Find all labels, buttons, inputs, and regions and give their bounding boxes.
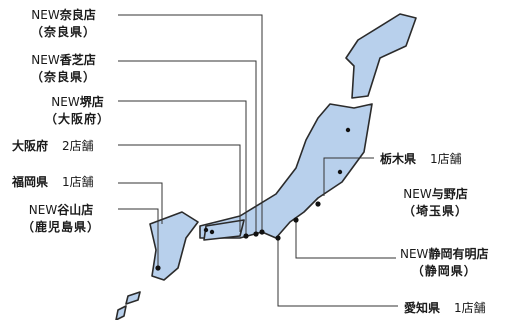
marker-extra-3: [337, 169, 343, 175]
leader-shizuoka: [295, 220, 396, 259]
leader-sakai: [118, 100, 247, 236]
store-markers: [155, 127, 351, 271]
leader-lines: [118, 14, 398, 307]
leader-taniyama: [118, 208, 159, 268]
leader-tochigi: [323, 157, 374, 196]
satsunan-island: [125, 291, 141, 305]
store-label-fukuoka: 福岡県 1店舗: [12, 175, 94, 189]
hokkaido-island: [345, 13, 417, 99]
marker-tochigi: [315, 201, 321, 207]
store-label-tochigi: 栃木県 1店舗: [380, 152, 462, 166]
store-label-yono: NEW与野店 （埼玉県）: [403, 187, 469, 218]
marker-aichi: [275, 235, 281, 241]
kyushu-island: [149, 211, 199, 281]
honshu-island: [199, 103, 373, 239]
marker-nara: [259, 229, 265, 235]
shikoku-island: [203, 219, 245, 241]
marker-taniyama: [155, 265, 161, 271]
marker-shizuoka: [293, 217, 299, 223]
marker-extra-1: [203, 227, 209, 233]
store-label-taniyama: NEW谷山店 （鹿児島県）: [22, 203, 101, 234]
marker-extra-4: [345, 127, 351, 133]
leader-nara: [118, 14, 263, 232]
okinawa-island: [115, 305, 127, 320]
store-label-kashiba: NEW香芝店 （奈良県）: [31, 53, 97, 84]
store-label-aichi: 愛知県 1店舗: [404, 301, 486, 315]
leader-aichi: [277, 240, 398, 307]
store-label-osaka: 大阪府 2店舗: [12, 139, 94, 153]
store-label-sakai: NEW堺店 （大阪府）: [45, 95, 111, 126]
leader-kashiba: [118, 60, 257, 234]
store-label-shizuoka-ariake: NEW静岡有明店 （静岡県）: [400, 247, 489, 278]
marker-sakai: [243, 233, 249, 239]
marker-kashiba: [253, 231, 259, 237]
japan-landmass: [115, 13, 417, 320]
store-label-nara: NEW奈良店 （奈良県）: [31, 8, 97, 39]
leader-fukuoka: [118, 182, 163, 224]
marker-extra-2: [209, 229, 215, 235]
leader-osaka: [118, 144, 241, 232]
